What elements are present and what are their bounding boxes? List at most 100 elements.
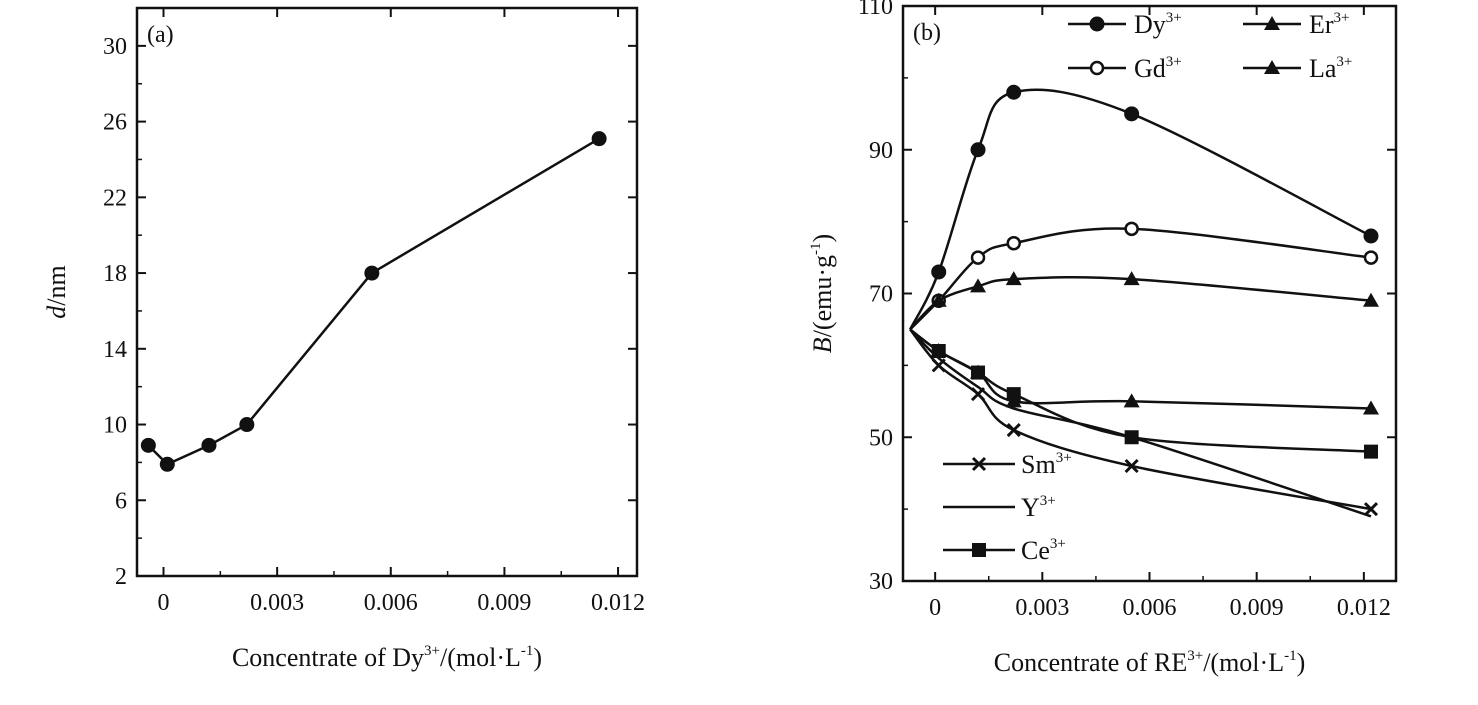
series-sm-line bbox=[909, 328, 1372, 511]
y-tick-label: 26 bbox=[103, 110, 127, 136]
plot-frame bbox=[135, 6, 639, 578]
x-axis-label-mid: /(mol·L bbox=[1203, 648, 1284, 677]
legend-entry-ce: Ce3+ bbox=[943, 536, 1066, 565]
x-axis-label: Concentrate of RE3+/(mol·L-1) bbox=[994, 648, 1306, 677]
legend-label-sup: 3+ bbox=[1056, 450, 1072, 466]
legend-marker bbox=[1264, 60, 1280, 74]
x-tick-label: 0.009 bbox=[1230, 595, 1284, 621]
series-er-point bbox=[970, 278, 987, 293]
y-tick-label: 90 bbox=[869, 138, 893, 164]
y-axis-label-end: ) bbox=[808, 234, 837, 243]
legend-label: Gd3+ bbox=[1134, 54, 1182, 83]
x-axis-label-sup2: -1 bbox=[1284, 648, 1297, 664]
series-dy-point bbox=[1006, 84, 1022, 100]
legend-entry-sm: Sm3+ bbox=[943, 450, 1072, 479]
legend-marker bbox=[1089, 60, 1105, 76]
legend-label-name: Y bbox=[1021, 493, 1040, 522]
x-tick-label: 0.012 bbox=[1337, 595, 1391, 621]
legend-label-name: Ce bbox=[1021, 536, 1050, 565]
series-sm-point bbox=[1363, 502, 1379, 517]
series-dy bbox=[909, 84, 1379, 330]
legend-label: Er3+ bbox=[1309, 10, 1350, 39]
x-axis-label-end: ) bbox=[533, 643, 542, 672]
y-axis-label-rest: /nm bbox=[42, 265, 71, 305]
legend-label-sup: 3+ bbox=[1334, 10, 1350, 26]
panel-label: (a) bbox=[147, 22, 174, 48]
x-axis-label-sup: 3+ bbox=[424, 643, 440, 659]
y-tick-label: 22 bbox=[103, 185, 127, 211]
legend-entry-la: La3+ bbox=[1243, 54, 1352, 83]
x-axis-label-main: Concentrate of RE bbox=[994, 648, 1188, 677]
legend-label-sup: 3+ bbox=[1336, 54, 1352, 70]
legend-label-name: Dy bbox=[1134, 10, 1166, 39]
x-tick-label: 0.009 bbox=[477, 590, 531, 616]
series-sm bbox=[909, 328, 1379, 517]
series-dy-point bbox=[1363, 228, 1379, 244]
x-axis-label-sup: 3+ bbox=[1187, 648, 1203, 664]
legend-label-sup: 3+ bbox=[1040, 493, 1056, 509]
legend-entry-dy: Dy3+ bbox=[1068, 10, 1182, 39]
x-tick-label: 0.006 bbox=[1123, 595, 1177, 621]
series-y-line bbox=[909, 328, 1372, 518]
x-axis-label-main: Concentrate of Dy bbox=[232, 643, 424, 672]
x-axis-label-mid: /(mol·L bbox=[440, 643, 521, 672]
series-ce-point bbox=[1363, 444, 1378, 459]
series-sm-point bbox=[1006, 423, 1021, 438]
legend-label-name: Er bbox=[1309, 10, 1334, 39]
series-sm-point bbox=[1124, 458, 1139, 474]
y-tick-label: 2 bbox=[115, 564, 127, 590]
series-er-point bbox=[1005, 271, 1022, 286]
x-axis-label-sup2: -1 bbox=[521, 643, 534, 659]
series-ce bbox=[909, 328, 1378, 459]
series-gd bbox=[909, 221, 1379, 331]
series-y bbox=[909, 328, 1372, 518]
y-axis-label: B/(emu·g-1) bbox=[808, 234, 837, 353]
legend-marker bbox=[1264, 16, 1280, 30]
panel-label: (b) bbox=[913, 20, 941, 46]
legend-marker bbox=[971, 456, 987, 472]
series-la-point bbox=[1123, 393, 1140, 408]
chart-panel-1: 0 0.003 0.006 0.009 0.012 30 50 70 90 110 (b) Conce… bbox=[808, 0, 1398, 677]
series-gd-point bbox=[970, 250, 986, 265]
series-dy-point bbox=[931, 264, 947, 280]
series-ce-point bbox=[1124, 430, 1139, 445]
series-dy-point bbox=[1124, 106, 1140, 122]
x-tick-label: 0.003 bbox=[1015, 595, 1069, 621]
legend-label-sup: 3+ bbox=[1050, 536, 1066, 552]
series-gd-point bbox=[1124, 221, 1139, 237]
x-tick-label: 0.006 bbox=[364, 590, 418, 616]
legend-entry-er: Er3+ bbox=[1243, 10, 1350, 39]
y-axis-label-italic: B bbox=[808, 337, 837, 353]
series-ce-point bbox=[971, 365, 986, 380]
legend-label-name: Sm bbox=[1021, 450, 1056, 479]
series-er bbox=[909, 271, 1379, 331]
series-gd-point bbox=[1363, 250, 1379, 265]
plot-frame bbox=[901, 4, 1398, 583]
series-ce-point bbox=[1006, 387, 1021, 402]
legend-label: Y3+ bbox=[1021, 493, 1056, 522]
legend-label-sup: 3+ bbox=[1166, 54, 1182, 70]
series-0-point bbox=[201, 437, 217, 453]
y-tick-label: 30 bbox=[869, 569, 893, 595]
x-tick-label: 0 bbox=[929, 595, 941, 621]
y-tick-label: 14 bbox=[103, 337, 127, 363]
series-0-point bbox=[239, 417, 255, 433]
y-tick-label: 18 bbox=[103, 261, 127, 287]
legend-label: Dy3+ bbox=[1134, 10, 1182, 39]
series-0-point bbox=[140, 437, 156, 453]
series-0-point bbox=[591, 131, 607, 147]
series-ce-line bbox=[909, 328, 1372, 453]
series-la-point bbox=[1362, 400, 1379, 415]
y-tick-label: 6 bbox=[115, 488, 127, 514]
y-axis-label-sup: -1 bbox=[808, 242, 824, 255]
series-er-point bbox=[930, 292, 947, 307]
y-tick-label: 110 bbox=[858, 0, 893, 20]
series-ce-point bbox=[931, 344, 946, 358]
legend-label-name: La bbox=[1309, 54, 1337, 83]
x-tick-label: 0.003 bbox=[250, 590, 304, 616]
legend-marker bbox=[972, 543, 986, 557]
legend-label-name: Gd bbox=[1134, 54, 1166, 83]
y-axis-label: d/nm bbox=[42, 265, 71, 318]
